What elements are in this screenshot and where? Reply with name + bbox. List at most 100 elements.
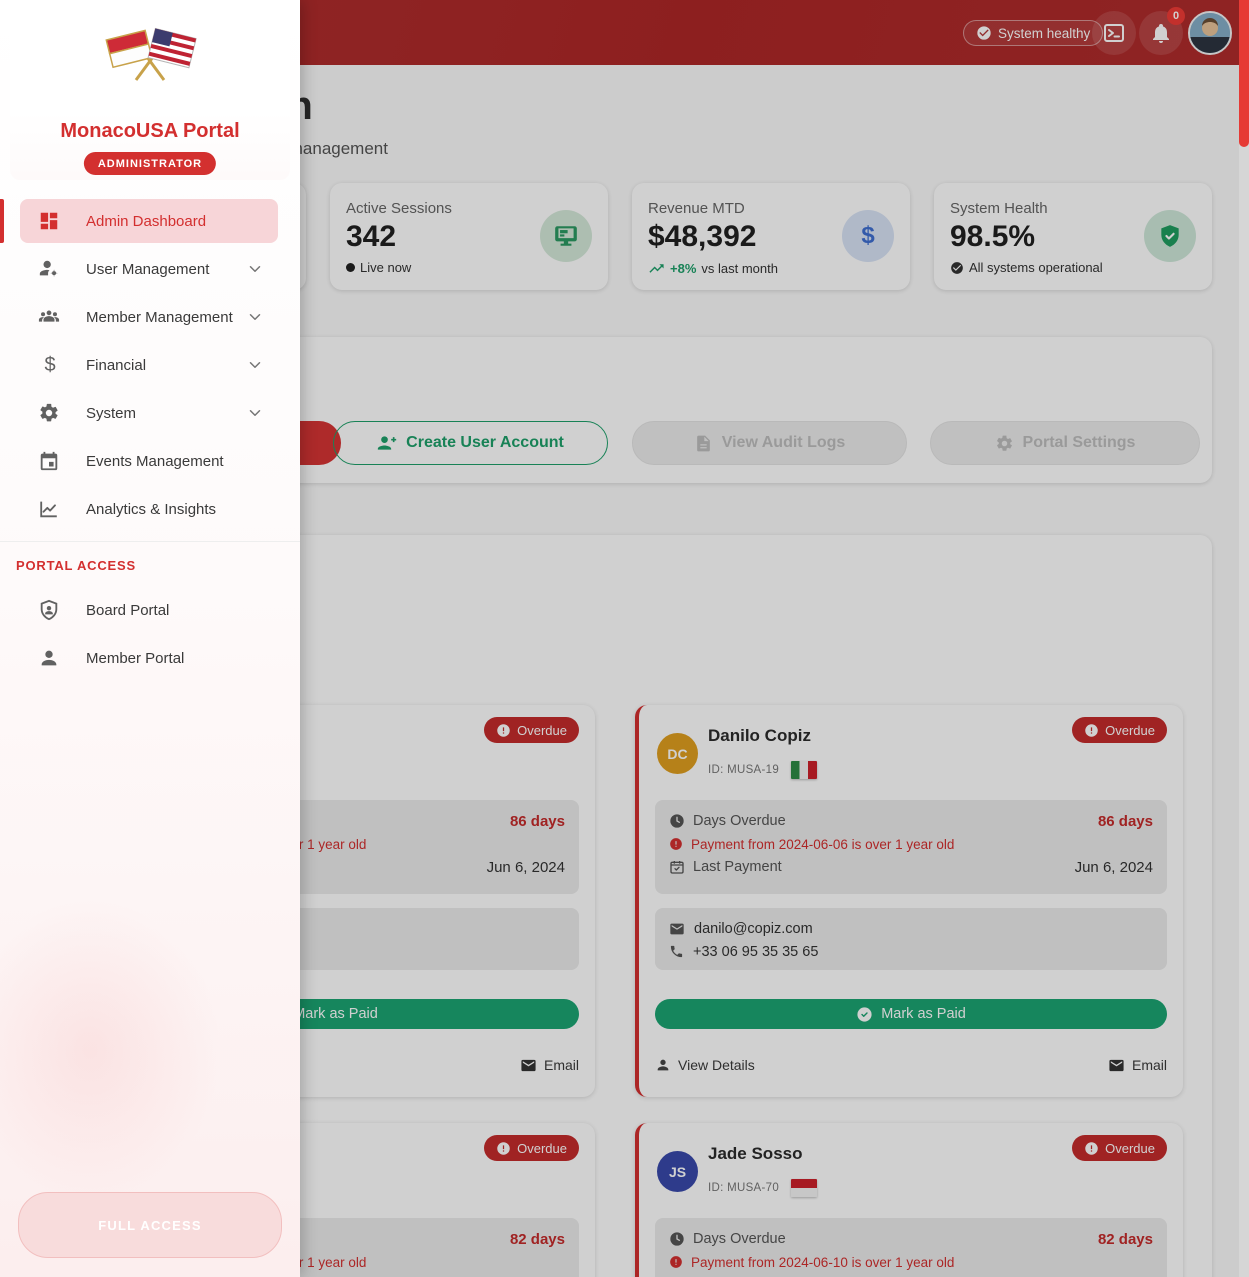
error-icon [1084,1141,1099,1156]
stat-value: 342 [346,220,397,253]
error-icon [669,837,683,851]
check-circle-icon [976,25,992,41]
dashboard-icon [38,210,62,232]
gear-icon [995,434,1014,453]
last-payment-value: Jun 6, 2024 [486,858,565,876]
error-icon [496,1141,511,1156]
shield-person-icon [38,599,62,621]
member-email: danilo@copiz.com [694,920,813,937]
sidebar-item-label: Member Management [86,308,233,326]
stat-label: Active Sessions [346,200,452,217]
phone-icon [669,944,684,959]
bell-icon [1149,21,1173,45]
person-icon [38,647,62,669]
system-status-label: System healthy [998,25,1091,41]
portal-settings-label: Portal Settings [1022,434,1136,451]
sidebar: MonacoUSA Portal ADMINISTRATOR Admin Das… [0,0,300,1277]
sidebar-item-label: Financial [86,356,147,374]
view-audit-logs-button[interactable]: View Audit Logs [632,421,907,465]
view-audit-logs-label: View Audit Logs [721,434,846,451]
administrator-badge: ADMINISTRATOR [83,152,217,175]
sidebar-item-admin-dashboard[interactable]: Admin Dashboard [20,199,278,243]
error-icon [669,1255,683,1269]
member-avatar: JS [657,1151,698,1192]
terminal-icon [1102,21,1126,45]
mail-icon [520,1057,537,1074]
monitor-icon [540,210,592,262]
scrollbar-thumb[interactable] [1239,0,1249,147]
person-icon [655,1057,671,1073]
sidebar-item-label: Events Management [86,452,224,470]
stat-card-active-sessions: Active Sessions 342 Live now [330,183,608,290]
stat-card-revenue: Revenue MTD $48,392 +8% vs last month $ [632,183,910,290]
system-status-pill: System healthy [963,20,1104,46]
decorative-blob [0,900,220,1200]
stat-delta: +8% [670,261,697,276]
sidebar-item-events-management[interactable]: Events Management [20,439,278,483]
member-card: Overdue DC Danilo Copiz ID: MUSA-19 Days… [635,705,1183,1097]
sidebar-item-board-portal[interactable]: Board Portal [20,588,278,632]
member-card: Overdue JS Jade Sosso ID: MUSA-70 Days O… [635,1123,1183,1277]
mail-icon [669,921,685,937]
member-name: Jade Sosso [708,1144,803,1163]
notifications-button[interactable]: 0 [1139,7,1185,55]
sidebar-item-label: Board Portal [86,601,170,619]
live-dot-icon [346,263,355,272]
mail-icon [1108,1057,1125,1074]
portal-settings-button[interactable]: Portal Settings [930,421,1200,465]
contact-box: danilo@copiz.com +33 06 95 35 35 65 [655,908,1167,970]
error-icon [1084,723,1099,738]
payment-warning: Payment from 2024-06-06 is over 1 year o… [691,836,955,852]
email-button[interactable]: Email [1108,1057,1167,1074]
sidebar-item-member-portal[interactable]: Member Portal [20,636,278,680]
days-overdue-value: 82 days [1097,1230,1153,1248]
view-details-button[interactable]: View Details [655,1057,755,1073]
avatar-photo [1190,13,1230,53]
member-phone: +33 06 95 35 35 65 [693,943,819,960]
clock-icon [669,1231,685,1247]
overdue-badge: Overdue [484,717,579,743]
calendar-icon [38,450,62,472]
mark-as-paid-label: Mark as Paid [881,1006,966,1022]
stat-foot: All systems operational [969,260,1103,275]
divider [0,541,300,542]
member-avatar: DC [657,733,698,774]
sidebar-item-analytics-insights[interactable]: Analytics & Insights [20,487,278,531]
stat-card-system-health: System Health 98.5% All systems operatio… [934,183,1212,290]
terminal-button[interactable] [1092,11,1136,55]
trending-up-icon [648,260,665,277]
sidebar-item-system[interactable]: System [20,391,278,435]
chevron-down-icon [246,260,264,278]
scrollbar-track[interactable] [1239,0,1249,1277]
chevron-down-icon [246,404,264,422]
sidebar-item-label: Analytics & Insights [86,500,217,518]
member-name: Danilo Copiz [708,726,811,745]
sidebar-item-user-management[interactable]: User Management [20,247,278,291]
clock-icon [669,813,685,829]
mark-as-paid-label: Mark as Paid [293,1006,378,1022]
document-icon [694,434,713,453]
check-circle-icon [856,1006,873,1023]
portal-access-label: PORTAL ACCESS [16,558,136,573]
days-overdue-value: 86 days [509,812,565,830]
chevron-down-icon [246,308,264,326]
stat-foot: vs last month [701,261,778,276]
sidebar-item-member-management[interactable]: Member Management [20,295,278,339]
full-access-button[interactable]: FULL ACCESS [18,1192,282,1258]
overdue-badge: Overdue [484,1135,579,1161]
overdue-badge-label: Overdue [517,1140,567,1156]
person-gear-icon [38,258,62,280]
mark-as-paid-button[interactable]: Mark as Paid [655,999,1167,1029]
gear-icon [38,402,62,424]
create-user-account-button[interactable]: Create User Account [333,421,608,465]
brand-title: MonacoUSA Portal [60,120,240,142]
days-overdue-value: 86 days [1097,812,1153,830]
stat-foot: Live now [360,260,412,275]
sidebar-item-financial[interactable]: $ Financial [20,343,278,387]
email-button[interactable]: Email [520,1057,579,1074]
overdue-badge-label: Overdue [1105,722,1155,738]
chevron-down-icon [246,356,264,374]
shield-check-icon [1144,210,1196,262]
user-avatar[interactable] [1188,11,1232,55]
create-user-account-label: Create User Account [406,434,564,451]
